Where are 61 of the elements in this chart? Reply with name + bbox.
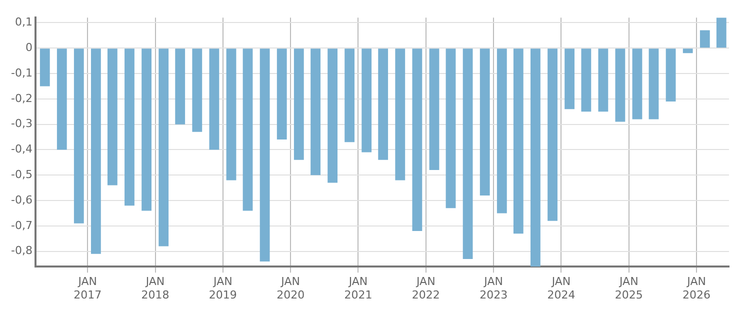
bar xyxy=(513,48,524,234)
y-tick-label: -0,1 xyxy=(10,66,32,80)
y-tick-label: -0,2 xyxy=(10,92,32,105)
y-tick-label: -0,7 xyxy=(10,218,32,232)
y-tick-label: -0,6 xyxy=(10,193,32,206)
bar xyxy=(429,48,440,170)
bar xyxy=(632,48,642,120)
bar xyxy=(362,48,372,152)
bar xyxy=(209,48,220,150)
bar xyxy=(700,30,710,48)
bar xyxy=(107,48,118,186)
bar xyxy=(276,48,287,140)
x-tick-label: JAN 2023 xyxy=(480,275,508,302)
y-tick-label: 0 xyxy=(25,40,32,54)
x-tick-label: JAN 2020 xyxy=(276,275,305,302)
bar xyxy=(716,18,726,48)
x-tick-label: JAN 2021 xyxy=(344,275,372,302)
y-tick-label: -0,5 xyxy=(10,168,32,181)
bar xyxy=(462,48,473,259)
x-tick-label: JAN 2024 xyxy=(547,275,576,302)
bar xyxy=(124,48,134,206)
bar xyxy=(158,48,169,246)
bar xyxy=(90,48,101,254)
bar xyxy=(446,48,456,208)
y-tick-label: 0,1 xyxy=(14,16,32,29)
x-tick-label: JAN 2018 xyxy=(141,275,170,302)
bar xyxy=(74,48,84,224)
bar xyxy=(496,48,507,214)
bar xyxy=(260,48,270,262)
bar xyxy=(56,48,67,150)
bar xyxy=(242,48,253,211)
bar xyxy=(682,48,693,54)
x-tick-label: JAN 2026 xyxy=(682,275,711,302)
bar xyxy=(530,48,540,267)
bar xyxy=(648,48,659,120)
bar xyxy=(142,48,152,211)
bar xyxy=(666,48,676,102)
bar xyxy=(480,48,490,196)
bar xyxy=(615,48,626,122)
y-tick-label: -0,8 xyxy=(10,244,32,258)
bar xyxy=(192,48,202,132)
bar xyxy=(412,48,422,232)
y-tick-label: -0,3 xyxy=(10,117,32,130)
x-tick-label: JAN 2022 xyxy=(412,275,440,302)
bar xyxy=(310,48,320,176)
bar xyxy=(40,48,50,86)
x-tick-label: JAN 2017 xyxy=(74,275,102,302)
bar xyxy=(581,48,592,112)
bar xyxy=(226,48,236,180)
bar xyxy=(328,48,338,183)
bar xyxy=(344,48,355,142)
bar xyxy=(378,48,388,160)
x-tick-label: JAN 2019 xyxy=(208,275,237,302)
bar xyxy=(598,48,608,112)
bar xyxy=(294,48,304,160)
x-tick-label: JAN 2025 xyxy=(614,275,643,302)
y-tick-label: -0,4 xyxy=(10,142,32,156)
bar xyxy=(564,48,575,110)
bar xyxy=(395,48,406,180)
bar xyxy=(548,48,558,221)
bar xyxy=(175,48,186,124)
